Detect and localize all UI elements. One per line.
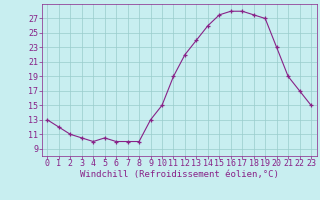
X-axis label: Windchill (Refroidissement éolien,°C): Windchill (Refroidissement éolien,°C) bbox=[80, 170, 279, 179]
